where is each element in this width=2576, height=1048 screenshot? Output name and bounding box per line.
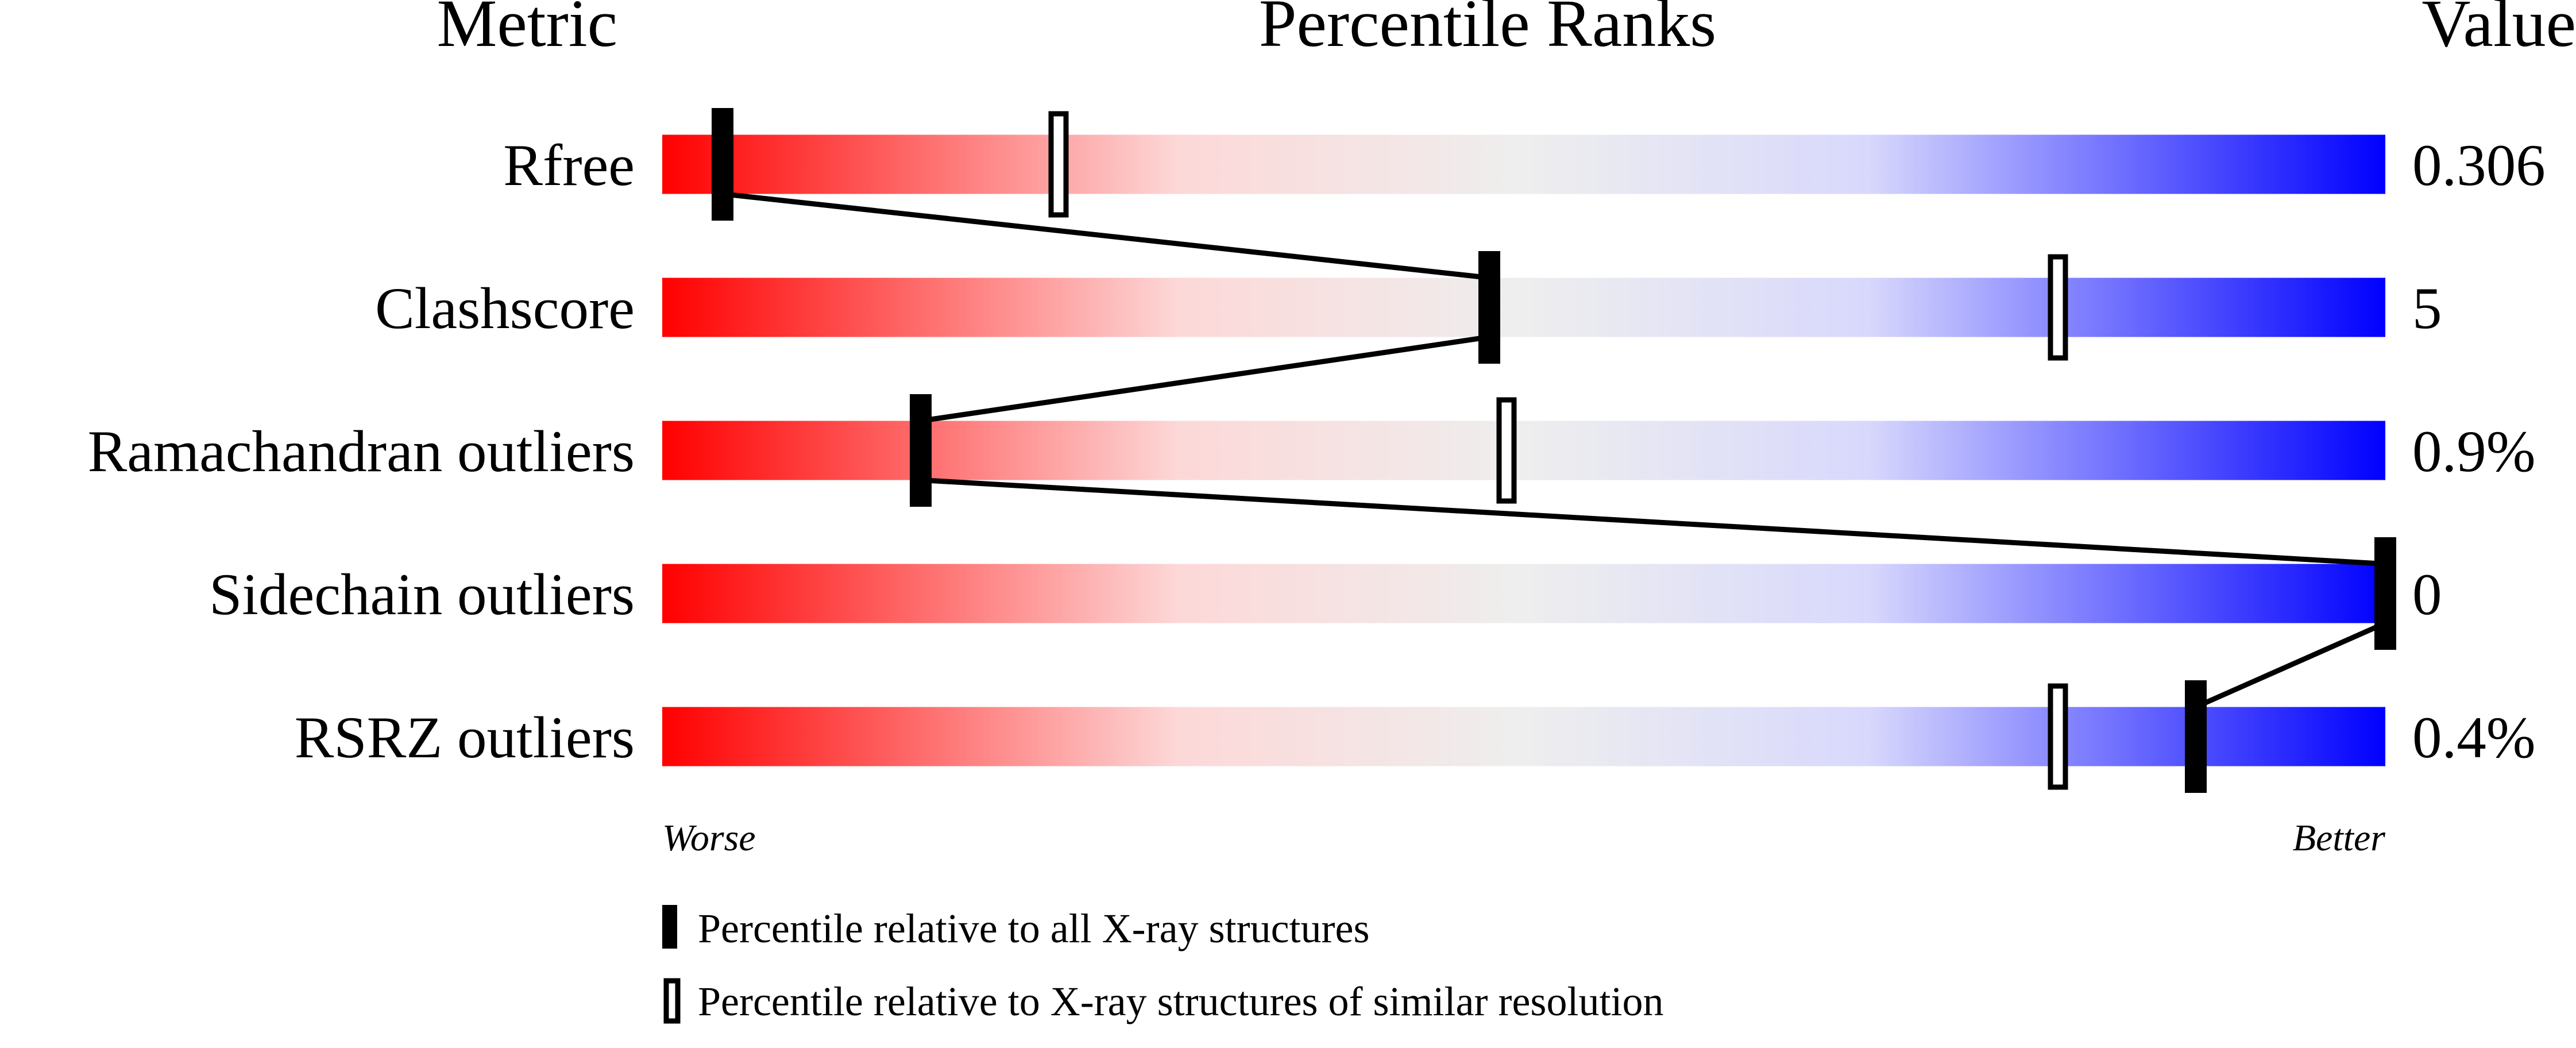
- percentile-bar: [662, 278, 2385, 337]
- all-structures-marker: [2185, 680, 2207, 793]
- all-structures-marker: [2374, 537, 2396, 650]
- header-metric: Metric: [437, 0, 617, 61]
- connector-line: [920, 334, 1490, 423]
- percentile-bar: [662, 421, 2385, 480]
- connector-line: [722, 191, 1490, 280]
- metric-label: Sidechain outliers: [209, 562, 635, 627]
- metric-value: 0.4%: [2412, 705, 2536, 770]
- similar-resolution-marker: [1496, 397, 1517, 504]
- header-percentile-ranks: Percentile Ranks: [1259, 0, 1716, 61]
- all-structures-marker: [1478, 251, 1500, 364]
- metric-value: 5: [2412, 276, 2442, 341]
- metric-label: RSRZ outliers: [295, 705, 635, 770]
- metric-value: 0: [2412, 562, 2442, 627]
- similar-resolution-marker: [2048, 683, 2068, 790]
- similar-resolution-marker: [2048, 254, 2068, 361]
- better-label: Better: [2293, 817, 2386, 859]
- legend-filled-marker: [662, 905, 677, 949]
- legend-open-marker: [663, 978, 681, 1024]
- all-structures-marker: [910, 394, 932, 507]
- percentile-bar: [662, 707, 2385, 766]
- all-structures-marker: [712, 108, 733, 221]
- metric-label: Ramachandran outliers: [88, 419, 635, 484]
- legend-similar-label: Percentile relative to X-ray structures …: [698, 978, 1663, 1024]
- connector-line: [2195, 621, 2386, 710]
- similar-resolution-marker: [1048, 111, 1069, 218]
- metric-value: 0.306: [2412, 133, 2546, 198]
- metric-label: Rfree: [503, 133, 635, 198]
- metric-label: Clashscore: [375, 276, 635, 341]
- connector-line: [920, 477, 2386, 567]
- metric-value: 0.9%: [2412, 419, 2536, 484]
- percentile-bar: [662, 134, 2385, 194]
- legend-all-label: Percentile relative to all X-ray structu…: [698, 906, 1370, 951]
- worse-label: Worse: [662, 817, 756, 859]
- header-value: Value: [2421, 0, 2576, 61]
- percentile-bar: [662, 564, 2385, 623]
